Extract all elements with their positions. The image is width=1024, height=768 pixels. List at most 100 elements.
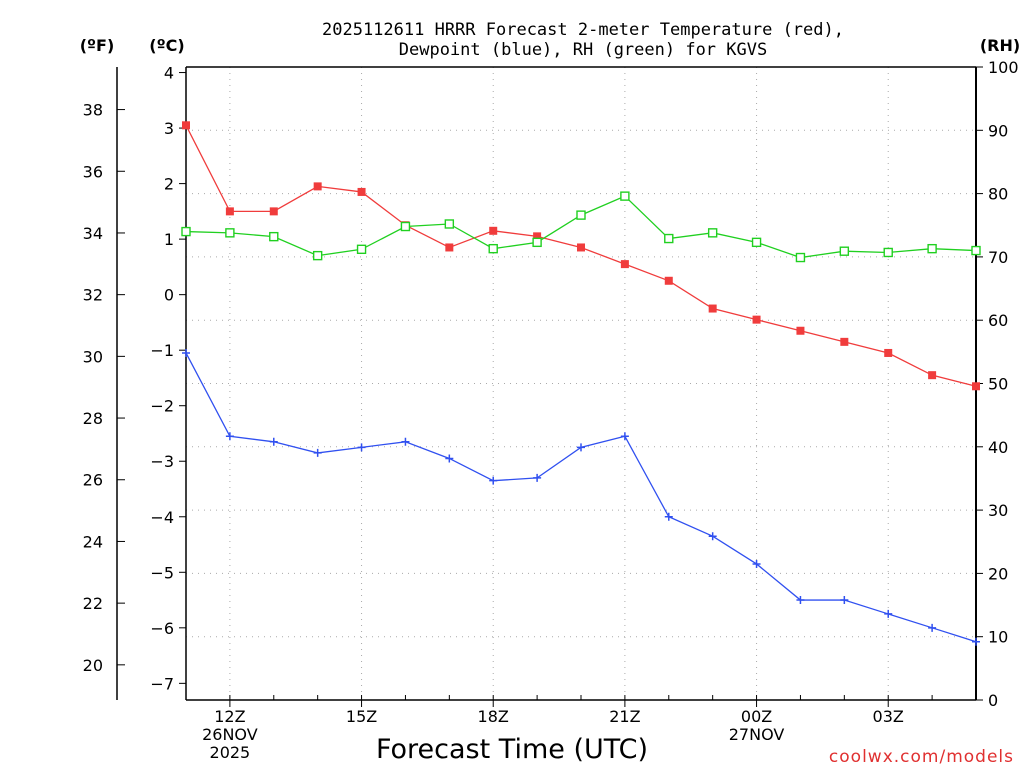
dewpoint-point (577, 443, 585, 452)
celsius-tick-label: −6 (150, 619, 174, 638)
chart-title: 2025112611 HRRR Forecast 2-meter Tempera… (322, 20, 844, 60)
grid-lines (186, 67, 976, 700)
temperature-point (840, 337, 849, 346)
temperature-point (620, 260, 629, 269)
fahrenheit-tick-label: 30 (83, 347, 103, 366)
temperature-point (313, 182, 322, 191)
fahrenheit-tick-label: 32 (83, 286, 103, 305)
celsius-tick-label: 0 (164, 286, 174, 305)
dewpoint-point (269, 437, 278, 446)
dewpoint-point (313, 448, 322, 457)
fahrenheit-tick-label: 22 (83, 594, 103, 613)
temperature-point (796, 326, 805, 335)
fahrenheit-tick-label: 38 (83, 101, 103, 120)
x-tick-label: 18Z (478, 707, 509, 726)
x-tick-label: 21Z (609, 707, 640, 726)
rh-point (707, 228, 718, 238)
dewpoint-point (664, 512, 673, 521)
rh-point (971, 245, 981, 256)
rh-point (532, 237, 542, 248)
dewpoint-point (357, 443, 366, 452)
chart-title-line-2: Dewpoint (blue), RH (green) for KGVS (399, 40, 767, 60)
fahrenheit-tick-label: 20 (83, 656, 103, 675)
rh-tick-label: 90 (988, 121, 1008, 140)
celsius-tick-label: 1 (164, 230, 174, 249)
rh-tick-label: 30 (988, 501, 1008, 520)
temperature-point (533, 232, 542, 241)
temperature-point (269, 207, 278, 216)
temperature-point (884, 348, 893, 357)
rh-tick-label: 50 (988, 375, 1008, 394)
rh-point (400, 221, 411, 232)
rh-point (225, 228, 235, 238)
celsius-unit-label: (ºC) (149, 36, 184, 55)
dewpoint-point (752, 559, 761, 568)
series-dewpoint (182, 348, 980, 646)
fahrenheit-tick-label: 28 (83, 409, 103, 428)
fahrenheit-tick-label: 26 (83, 471, 103, 490)
dewpoint-point (620, 432, 629, 441)
rh-tick-label: 60 (988, 311, 1008, 330)
x-axis-title: Forecast Time (UTC) (376, 734, 648, 765)
series-temperature (182, 121, 980, 391)
temperature-point (489, 226, 498, 235)
fahrenheit-unit-label: (ºF) (80, 36, 115, 55)
dewpoint-point (489, 476, 498, 485)
dewpoint-line (185, 352, 977, 643)
rh-tick-label: 40 (988, 438, 1008, 457)
celsius-tick-label: −2 (150, 397, 174, 416)
rh-point (356, 244, 367, 255)
fahrenheit-tick-label: 34 (83, 224, 103, 243)
rh-tick-label: 20 (988, 564, 1008, 583)
temperature-point (182, 121, 190, 130)
rh-tick-label: 10 (988, 628, 1008, 647)
dewpoint-point (445, 454, 454, 463)
temperature-point (664, 276, 673, 285)
temperature-point (972, 382, 980, 391)
dewpoint-point (840, 596, 849, 605)
temperature-point (577, 243, 585, 252)
rh-point (444, 219, 455, 229)
site-credit: coolwx.com/models (829, 747, 1014, 767)
celsius-tick-label: 3 (164, 119, 174, 138)
dewpoint-point (884, 609, 893, 618)
dewpoint-point (182, 348, 190, 357)
rh-point (576, 210, 586, 220)
temperature-point (357, 187, 366, 196)
temperature-point (225, 207, 234, 216)
celsius-tick-label: −3 (150, 452, 174, 471)
x-tick-label: 12Z (214, 707, 245, 726)
x-tick-label: 27NOV (729, 725, 785, 744)
rh-point (664, 233, 674, 244)
dewpoint-point (401, 437, 410, 446)
rh-point (620, 191, 630, 201)
x-tick-label: 15Z (346, 707, 377, 726)
dewpoint-point (533, 473, 542, 482)
rh-point (795, 252, 806, 263)
fahrenheit-tick-label: 36 (83, 162, 103, 181)
rh-tick-label: 0 (988, 691, 998, 710)
celsius-tick-label: −7 (150, 674, 174, 693)
rh-point (269, 231, 279, 242)
rh-tick-label: 100 (988, 58, 1019, 77)
rh-point (488, 243, 498, 254)
dewpoint-point (225, 432, 234, 441)
celsius-tick-label: −4 (150, 508, 174, 527)
fahrenheit-tick-label: 24 (83, 532, 103, 551)
x-tick-label: 26NOV (202, 725, 258, 744)
celsius-tick-label: −1 (150, 341, 174, 360)
dewpoint-point (928, 623, 937, 632)
celsius-tick-label: 4 (164, 64, 174, 83)
rh-unit-label: (RH) (980, 36, 1020, 55)
rh-point (927, 243, 937, 254)
temperature-line (185, 125, 977, 387)
celsius-tick-label: −5 (150, 563, 174, 582)
temperature-point (928, 371, 937, 380)
rh-tick-label: 80 (988, 185, 1008, 204)
rh-point (751, 237, 762, 248)
x-tick-label: 2025 (210, 743, 251, 762)
rh-point (839, 246, 850, 256)
temperature-point (708, 304, 717, 313)
axes: 3836343230282624222043210−1−2−3−4−5−6−71… (83, 58, 1019, 762)
